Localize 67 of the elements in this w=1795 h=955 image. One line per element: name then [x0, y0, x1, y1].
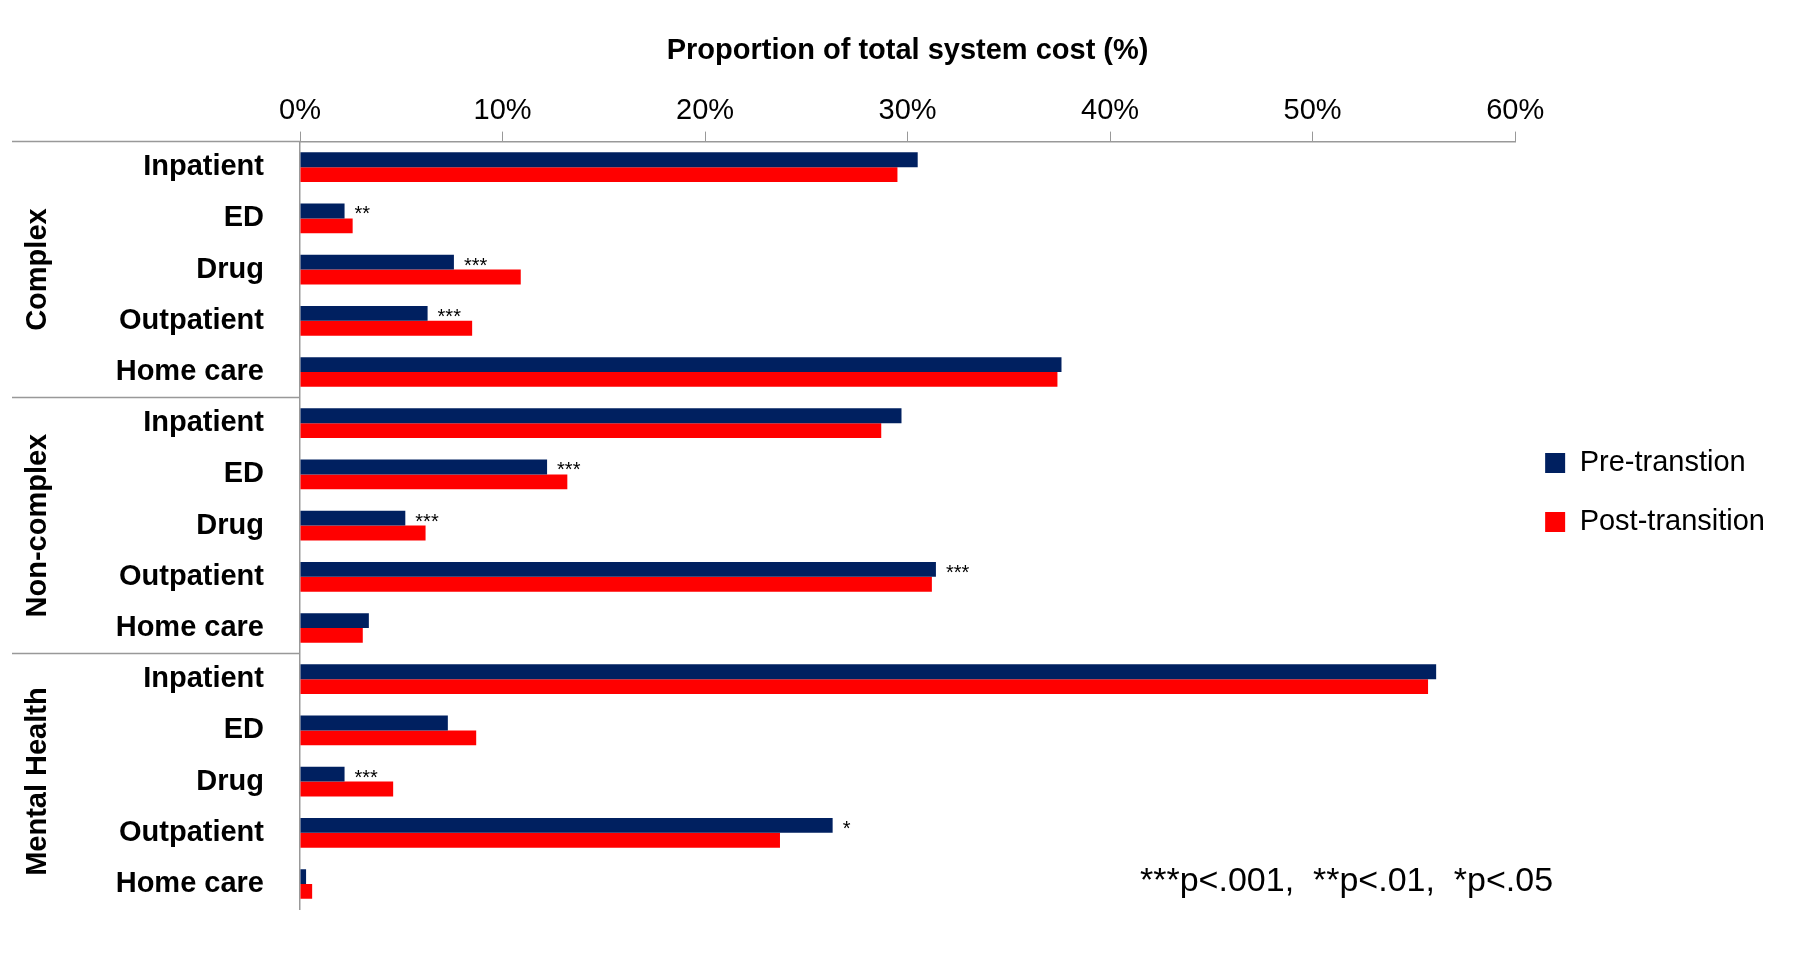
data-label: ***: [945, 560, 970, 583]
bar: [300, 320, 473, 336]
bar: [300, 167, 898, 183]
x-tick-label: 30%: [878, 93, 937, 126]
bar: [300, 832, 780, 848]
data-label: ***: [557, 458, 581, 481]
y-tick-label: Outpatient: [119, 558, 265, 591]
x-axis-title: Proportion of total system cost (%): [666, 33, 1149, 66]
bar: [300, 423, 882, 439]
bar: [300, 884, 313, 899]
bar: [300, 305, 428, 321]
bar: [300, 408, 902, 424]
bar: [300, 781, 394, 797]
bar: [300, 269, 521, 285]
text: Non-complex: [20, 433, 52, 618]
y-tick-label: Drug: [196, 251, 264, 284]
bar: [300, 459, 548, 475]
bar: [300, 817, 833, 833]
bar: [300, 561, 936, 577]
bar: [300, 357, 1062, 372]
x-tick-label: 40%: [1081, 93, 1140, 126]
bar: [300, 218, 353, 234]
y-tick-label: Inpatient: [143, 405, 265, 438]
x-tick-label: 10%: [473, 93, 532, 126]
bar: [300, 525, 426, 541]
y-tick-label: Home care: [115, 866, 264, 898]
y-tick-label: ED: [223, 200, 264, 233]
text: Complex: [20, 208, 52, 331]
bar: [300, 510, 406, 526]
x-tick-label: 50%: [1283, 93, 1342, 126]
data-label: ***: [437, 304, 462, 327]
bar: [300, 254, 454, 270]
x-tick-label: 0%: [279, 93, 321, 126]
bar: [300, 372, 1058, 387]
data-label: ***: [354, 765, 379, 788]
legend-label: Pre-transtion: [1579, 445, 1746, 477]
y-tick-label: Outpatient: [119, 814, 265, 847]
x-tick-label: 60%: [1486, 93, 1545, 126]
bar: [300, 203, 345, 219]
bar: [300, 679, 1429, 695]
bar: [300, 730, 477, 746]
bar: [300, 474, 568, 490]
y-tick-label: Inpatient: [143, 149, 265, 182]
x-tick-label: 20%: [676, 93, 735, 126]
bar: [300, 766, 345, 782]
y-tick-label: ED: [223, 456, 264, 489]
y-tick-label: Home care: [115, 354, 264, 386]
data-label: ***: [415, 509, 439, 532]
y-tick-label: Drug: [196, 507, 264, 540]
y-tick-label: Drug: [196, 763, 264, 796]
bar: [300, 152, 918, 168]
data-label: *: [842, 816, 851, 839]
bar: [300, 576, 932, 592]
y-tick-label: Outpatient: [119, 302, 265, 335]
bar: [300, 715, 448, 731]
bar: [300, 664, 1437, 680]
data-label: **: [354, 202, 371, 225]
y-tick-label: ED: [223, 712, 264, 745]
y-tick-label: Home care: [115, 610, 264, 642]
bar: [300, 628, 363, 643]
annotation: ***p<.001, **p<.01, *p<.05: [1140, 860, 1554, 899]
bar: [300, 613, 369, 628]
legend-label: Post-transition: [1579, 504, 1765, 536]
bar: [300, 869, 307, 884]
y-tick-label: Inpatient: [143, 661, 265, 694]
data-label: ***: [463, 253, 488, 276]
text: Mental Health: [20, 687, 52, 876]
